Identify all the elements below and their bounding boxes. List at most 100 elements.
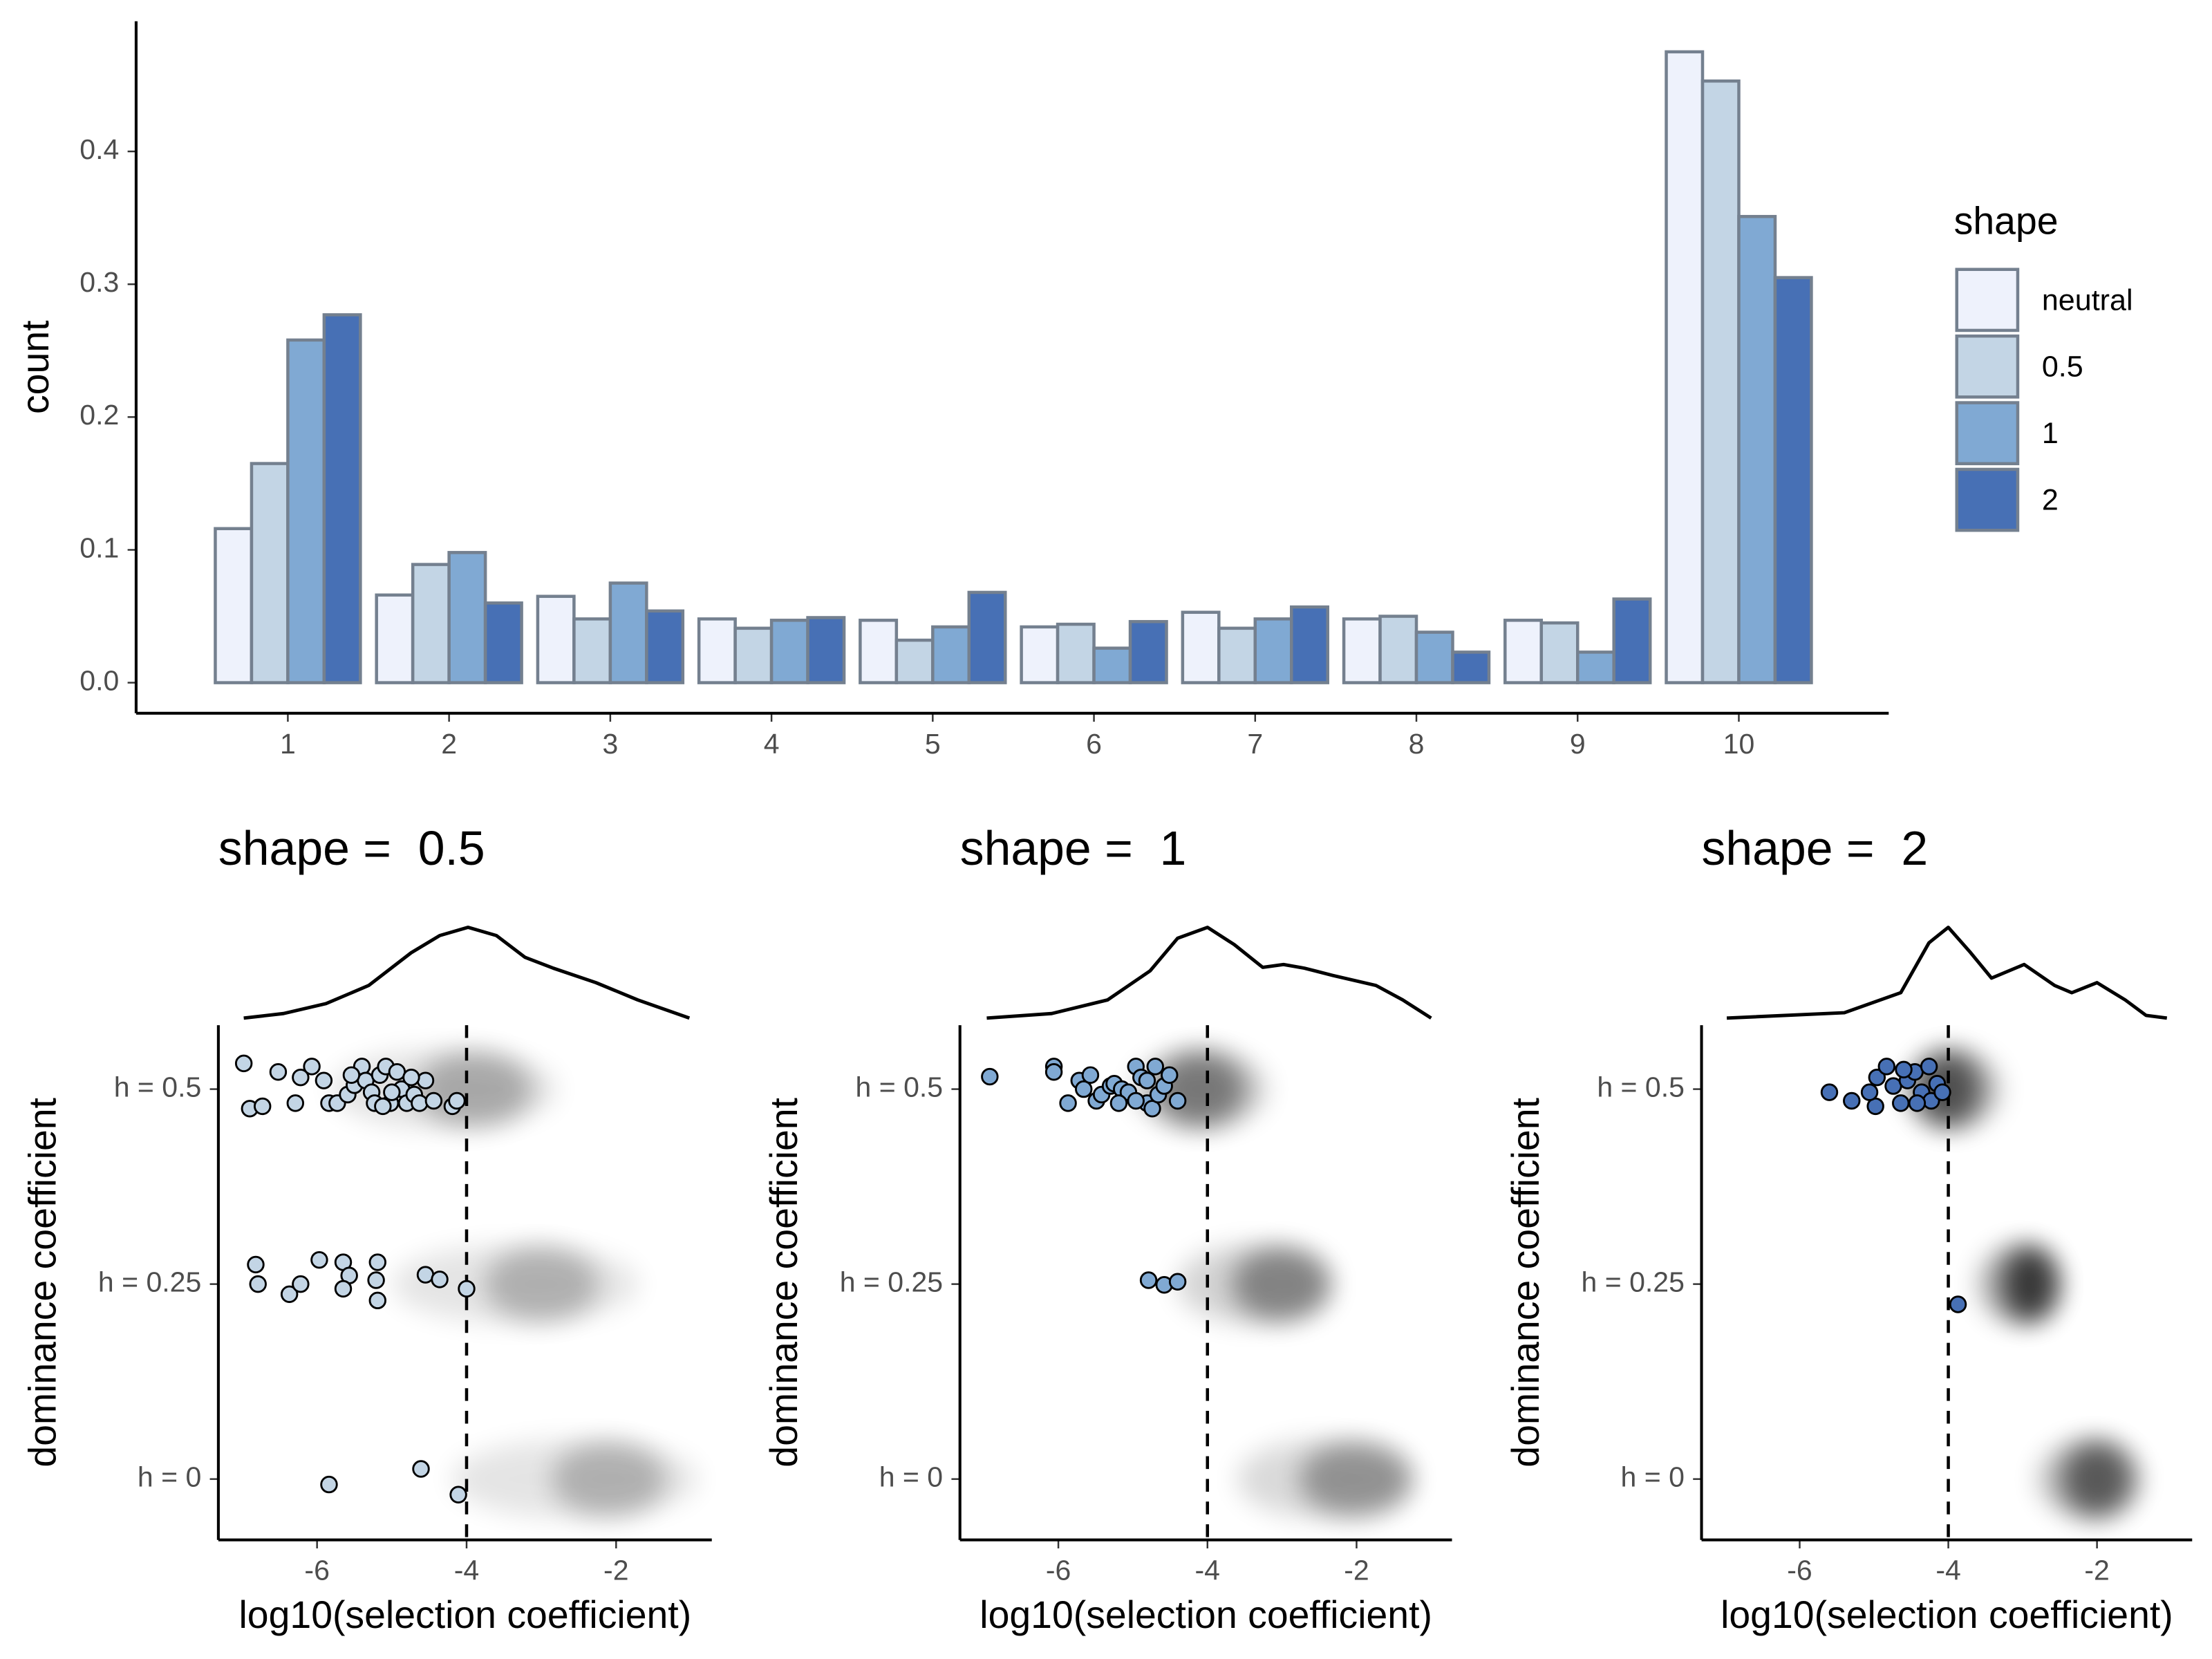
cloud-core: [552, 1442, 666, 1517]
point: [448, 1091, 466, 1110]
point: [1892, 1094, 1910, 1112]
point: [367, 1271, 385, 1289]
x-tick-label: -6: [1787, 1555, 1812, 1586]
x-axis-label: log10(selection coefficient): [980, 1593, 1432, 1636]
cloud-core: [2003, 1247, 2058, 1321]
point: [334, 1280, 353, 1298]
point: [1168, 1091, 1187, 1110]
y-tick-label: 0.0: [79, 664, 119, 696]
legend-key: [1955, 401, 2020, 466]
x-tick-label: -4: [454, 1555, 479, 1586]
bar: [411, 563, 451, 684]
legend-label: neutral: [2042, 283, 2133, 317]
point: [416, 1071, 435, 1089]
point: [315, 1071, 333, 1089]
bar: [645, 609, 685, 684]
point: [234, 1054, 253, 1073]
point: [249, 1275, 267, 1293]
y-axis-label: dominance coefficient: [1504, 1098, 1547, 1468]
x-tick-label: 10: [1723, 728, 1755, 760]
panel-title: shape = 2: [1702, 821, 1929, 875]
bar: [250, 462, 290, 684]
bar: [967, 590, 1007, 684]
x-tick-label: -2: [2084, 1555, 2109, 1586]
y-axis-label: count: [14, 321, 57, 414]
bar: [1020, 625, 1060, 684]
point: [981, 1067, 999, 1086]
x-tick-label: 8: [1409, 728, 1425, 760]
cloud-core: [2062, 1442, 2132, 1517]
point: [1860, 1083, 1879, 1101]
bar: [1612, 597, 1652, 684]
point: [368, 1291, 386, 1310]
bar: [733, 626, 774, 684]
y-tick-label: h = 0: [879, 1461, 943, 1493]
y-tick-label: 0.2: [79, 399, 119, 431]
legend-key: [1955, 467, 2020, 532]
point: [342, 1066, 361, 1085]
cloud-core: [1300, 1442, 1414, 1517]
bar: [1503, 619, 1544, 684]
y-tick-label: 0.4: [79, 133, 119, 165]
y-axis-label: dominance coefficient: [762, 1098, 805, 1468]
point: [1949, 1295, 1967, 1313]
x-tick-label: -2: [1344, 1555, 1369, 1586]
bar: [1217, 626, 1257, 684]
point: [1868, 1068, 1886, 1087]
point: [1146, 1058, 1164, 1076]
bar: [608, 581, 648, 684]
cloud-core: [485, 1247, 599, 1321]
x-tick-label: -4: [1936, 1555, 1960, 1586]
bar: [1773, 276, 1813, 684]
point: [320, 1475, 338, 1494]
x-axis-label: log10(selection coefficient): [1721, 1593, 2173, 1636]
point: [1059, 1094, 1077, 1112]
bar: [697, 617, 737, 684]
point: [1820, 1083, 1839, 1101]
point: [292, 1275, 310, 1293]
bar: [375, 593, 415, 684]
legend-label: 1: [2042, 417, 2059, 450]
y-tick-label: h = 0.5: [114, 1071, 202, 1103]
bar: [1092, 646, 1132, 684]
bar: [1290, 605, 1330, 684]
y-tick-label: h = 0: [138, 1461, 201, 1493]
point: [1161, 1066, 1179, 1085]
point: [292, 1068, 310, 1087]
x-tick-label: -6: [304, 1555, 329, 1586]
point: [431, 1271, 449, 1288]
point: [1044, 1063, 1063, 1081]
point: [1908, 1094, 1927, 1112]
point: [1920, 1058, 1938, 1076]
point: [424, 1091, 443, 1110]
point: [1168, 1273, 1187, 1291]
x-tick-label: -6: [1046, 1555, 1071, 1586]
cloud-core: [417, 1052, 531, 1126]
point: [310, 1250, 328, 1269]
bar: [1128, 619, 1168, 684]
point: [412, 1460, 430, 1478]
x-tick-label: 6: [1086, 728, 1102, 760]
bar: [859, 619, 899, 684]
x-tick-label: 5: [925, 728, 941, 760]
point: [1081, 1066, 1100, 1085]
bar: [447, 551, 487, 684]
x-tick-label: 4: [764, 728, 780, 760]
y-tick-label: 0.3: [79, 266, 119, 298]
density-curve: [243, 926, 691, 1020]
legend-label: 0.5: [2042, 350, 2083, 384]
y-tick-label: h = 0.25: [1582, 1266, 1685, 1297]
point: [1109, 1094, 1128, 1112]
bar: [1575, 650, 1615, 684]
bar: [1665, 50, 1705, 684]
bar: [1414, 630, 1454, 684]
bar: [1451, 650, 1491, 684]
y-tick-label: h = 0.5: [856, 1071, 944, 1103]
point: [1895, 1060, 1913, 1079]
bar: [1056, 622, 1096, 684]
panel-title: shape = 1: [960, 821, 1187, 875]
legend-key: [1955, 334, 2020, 399]
point: [280, 1285, 299, 1304]
bar: [322, 313, 362, 684]
